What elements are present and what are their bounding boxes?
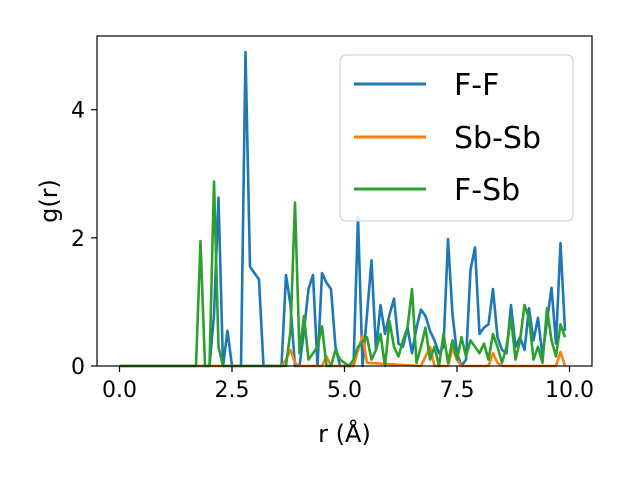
legend-label-sb-sb: Sb-Sb — [454, 121, 541, 156]
y-axis-label: g(r) — [35, 179, 63, 223]
legend-label-f-sb: F-Sb — [454, 173, 520, 208]
x-tick-label: 7.5 — [440, 378, 475, 403]
x-tick-label: 10.0 — [545, 378, 594, 403]
y-tick-label: 4 — [71, 99, 85, 124]
series-lines — [119, 50, 567, 368]
y-tick-label: 0 — [71, 355, 85, 380]
x-axis-label: r (Å) — [318, 419, 371, 448]
legend: F-F Sb-Sb F-Sb — [339, 54, 574, 222]
y-tick-label: 2 — [71, 227, 85, 252]
series-line-f-sb — [119, 180, 567, 368]
x-tick-label: 2.5 — [215, 378, 250, 403]
axis-ticks: 0.0 2.5 5.0 7.5 10.0 0 2 4 — [71, 99, 594, 403]
series-line-sb-sb — [119, 334, 567, 368]
legend-box — [339, 54, 574, 222]
legend-label-f-f: F-F — [454, 68, 499, 103]
x-tick-label: 0.0 — [102, 378, 137, 403]
x-tick-label: 5.0 — [327, 378, 362, 403]
